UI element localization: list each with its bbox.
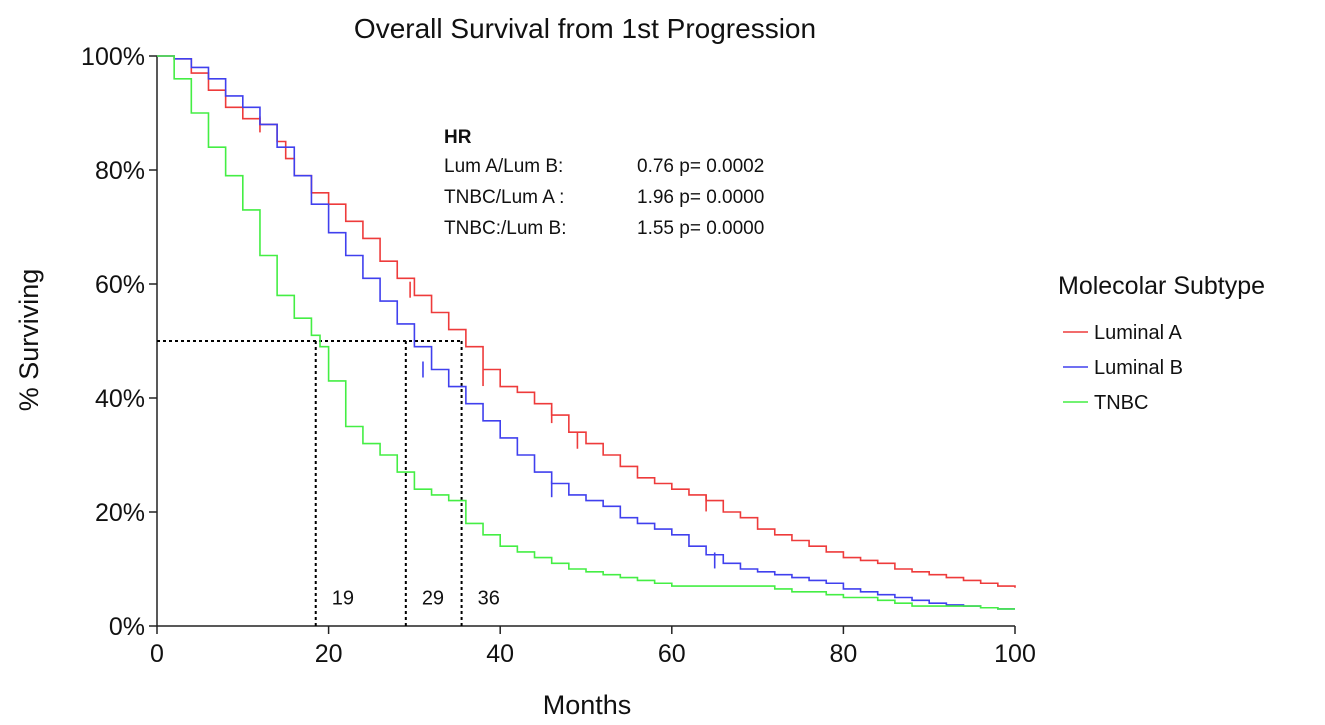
median-label: 29 (422, 588, 444, 610)
hr-row-label: TNBC/Lum A : (444, 187, 564, 208)
series-line-luminal-a (157, 55, 1016, 588)
hr-title: HR (444, 127, 472, 148)
legend-item-label: Luminal A (1094, 322, 1182, 344)
hr-row-value: 1.55 p= 0.0000 (637, 218, 764, 239)
y-tick-label: 80% (95, 157, 145, 185)
x-tick-label: 0 (150, 640, 164, 668)
x-tick-label: 60 (658, 640, 686, 668)
legend-item-label: Luminal B (1094, 357, 1183, 379)
hr-row-label: Lum A/Lum B: (444, 156, 563, 177)
y-axis-label: % Surviving (14, 269, 44, 412)
median-lines: 19 29 36 (157, 340, 500, 626)
x-axis-label: Months (543, 690, 632, 720)
hr-row-label: TNBC:/Lum B: (444, 218, 566, 239)
x-tick-label: 40 (486, 640, 514, 668)
legend-item-label: TNBC (1094, 392, 1148, 414)
hr-row-value: 1.96 p= 0.0000 (637, 187, 764, 208)
y-tick-label: 60% (95, 271, 145, 299)
x-tick-label: 100 (994, 640, 1036, 668)
x-tick-label: 80 (829, 640, 857, 668)
median-label: 36 (478, 588, 500, 610)
y-tick-label: 100% (81, 43, 145, 71)
legend: Molecolar Subtype Luminal A Luminal B TNBC (1058, 272, 1265, 414)
legend-title: Molecolar Subtype (1058, 272, 1265, 300)
series-lines (157, 55, 1016, 610)
axes: 0% 20% 40% 60% 80% 100% 0 20 40 60 80 100 (81, 43, 1036, 668)
series-line-luminal-b (157, 55, 1015, 610)
y-tick-label: 20% (95, 499, 145, 527)
chart-title: Overall Survival from 1st Progression (354, 13, 816, 44)
y-tick-label: 40% (95, 385, 145, 413)
median-label: 19 (332, 588, 354, 610)
x-tick-label: 20 (315, 640, 343, 668)
hr-annotation: HR Lum A/Lum B: 0.76 p= 0.0002 TNBC/Lum A :… (444, 127, 764, 239)
y-tick-label: 0% (109, 613, 145, 641)
series-line-tnbc (157, 55, 1015, 610)
hr-row-value: 0.76 p= 0.0002 (637, 156, 764, 177)
